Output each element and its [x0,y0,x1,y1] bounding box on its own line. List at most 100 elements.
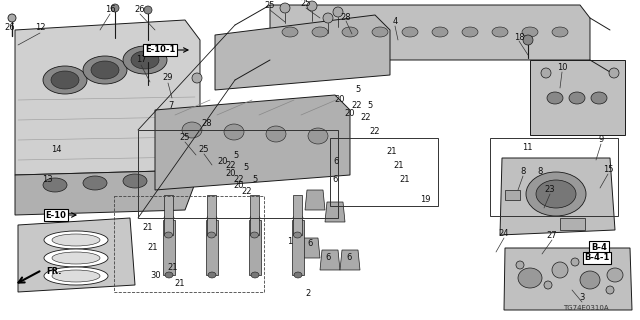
Ellipse shape [294,272,302,278]
Ellipse shape [372,27,388,37]
Text: 28: 28 [202,119,212,129]
Ellipse shape [208,272,216,278]
Ellipse shape [280,3,290,13]
Ellipse shape [606,286,614,294]
Text: 5: 5 [243,163,248,172]
Text: 28: 28 [340,12,351,21]
Bar [560,218,585,230]
Text: 25: 25 [265,2,275,11]
Text: 5: 5 [234,150,239,159]
Polygon shape [15,170,200,215]
Polygon shape [18,218,135,292]
Bar [206,220,218,275]
Text: 5: 5 [367,101,372,110]
Ellipse shape [44,231,108,249]
Ellipse shape [83,176,107,190]
Text: 22: 22 [352,100,362,109]
Ellipse shape [91,61,119,79]
Ellipse shape [131,51,159,69]
Polygon shape [320,250,340,270]
Polygon shape [530,60,625,135]
Ellipse shape [111,4,119,12]
Bar [138,130,338,218]
Text: 3: 3 [579,293,585,302]
Bar [490,138,618,216]
Ellipse shape [123,174,147,188]
Ellipse shape [518,268,542,288]
Ellipse shape [293,215,303,221]
Text: 21: 21 [148,243,158,252]
Text: 20: 20 [345,108,355,117]
Ellipse shape [571,258,579,266]
Text: 6: 6 [307,238,313,247]
Ellipse shape [312,27,328,37]
Text: 5: 5 [252,174,258,183]
Ellipse shape [164,215,174,221]
Text: 7: 7 [168,101,173,110]
Text: 4: 4 [392,18,397,27]
Text: 8: 8 [538,167,543,177]
Text: 22: 22 [234,174,244,183]
Ellipse shape [591,92,607,104]
Text: 21: 21 [394,161,404,170]
Text: 21: 21 [387,148,397,156]
Ellipse shape [609,68,619,78]
Ellipse shape [569,92,585,104]
Polygon shape [155,95,350,190]
Polygon shape [340,250,360,270]
Text: 17: 17 [136,55,147,65]
Text: 20: 20 [218,156,228,165]
Text: 16: 16 [105,5,115,14]
Text: TG74E0310A: TG74E0310A [563,305,609,311]
Bar [114,196,264,292]
Bar [249,220,261,275]
Ellipse shape [266,126,286,142]
Text: 6: 6 [332,174,338,183]
Ellipse shape [251,272,259,278]
Text: 20: 20 [335,95,345,105]
Text: 21: 21 [400,175,410,185]
Text: 26: 26 [134,5,145,14]
Ellipse shape [44,267,108,285]
Ellipse shape [8,14,16,22]
Ellipse shape [526,172,586,216]
Text: FR.: FR. [46,268,61,276]
Text: 21: 21 [143,223,153,233]
Text: 6: 6 [333,157,339,166]
Text: 21: 21 [168,262,179,271]
Text: B-4-1: B-4-1 [584,253,610,262]
Text: 20: 20 [226,169,236,178]
Ellipse shape [224,124,244,140]
Text: E-10-1: E-10-1 [145,45,175,54]
Text: 6: 6 [346,253,352,262]
Polygon shape [325,202,345,222]
Text: 21: 21 [175,279,185,289]
Ellipse shape [52,270,100,282]
Polygon shape [500,158,615,235]
Ellipse shape [552,27,568,37]
Polygon shape [504,248,632,310]
Ellipse shape [492,27,508,37]
Ellipse shape [144,6,152,14]
Text: E-10: E-10 [45,211,67,220]
Ellipse shape [307,1,317,11]
Text: 15: 15 [603,165,613,174]
Text: 10: 10 [557,63,567,73]
Ellipse shape [432,27,448,37]
Ellipse shape [547,92,563,104]
Polygon shape [215,15,390,90]
Polygon shape [305,190,325,210]
Ellipse shape [541,68,551,78]
Ellipse shape [523,35,533,45]
Ellipse shape [83,56,127,84]
Polygon shape [270,5,590,60]
Text: 6: 6 [325,253,331,262]
Ellipse shape [536,180,576,208]
Text: 8: 8 [520,167,525,177]
Text: 19: 19 [420,196,430,204]
Ellipse shape [462,27,478,37]
Ellipse shape [250,232,259,238]
Text: 27: 27 [547,231,557,241]
Polygon shape [300,238,320,258]
Text: 30: 30 [150,271,161,281]
